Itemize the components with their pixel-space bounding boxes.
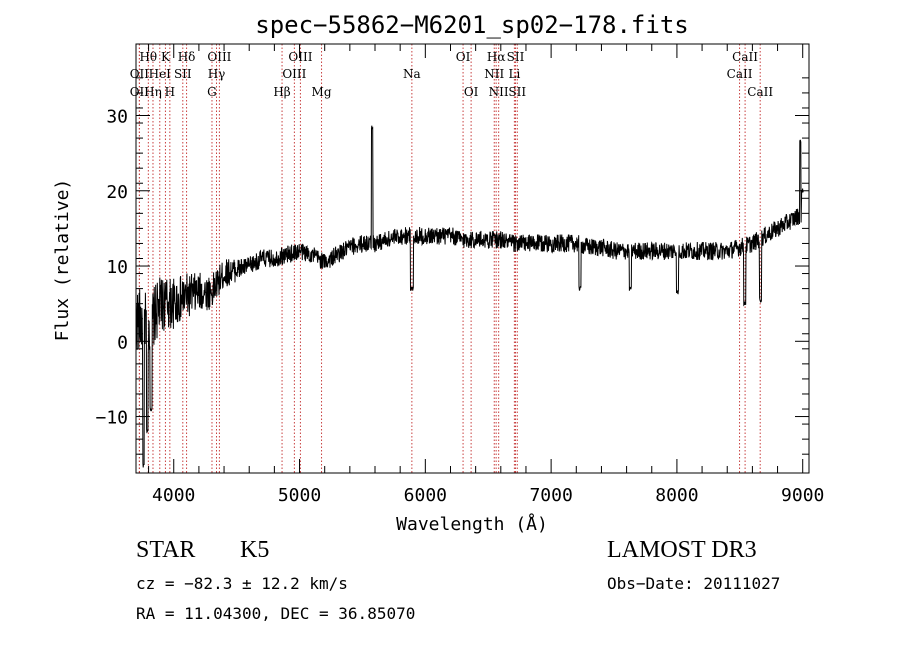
y-axis-label: Flux (relative) bbox=[52, 179, 73, 342]
line-label: Hθ bbox=[139, 50, 157, 64]
y-tick-label: 30 bbox=[106, 107, 128, 128]
line-label: HeI bbox=[149, 67, 172, 81]
x-tick-label: 8000 bbox=[655, 485, 698, 506]
line-label: K bbox=[161, 50, 171, 64]
coordinates: RA = 11.04300, DEC = 36.85070 bbox=[136, 604, 416, 623]
line-label: Hβ bbox=[273, 85, 290, 99]
y-tick-label: 20 bbox=[106, 182, 128, 203]
x-tick-label: 4000 bbox=[152, 485, 195, 506]
x-tick-label: 7000 bbox=[529, 485, 572, 506]
observation-date: Obs−Date: 20111027 bbox=[607, 574, 781, 593]
line-label: Na bbox=[403, 67, 421, 81]
line-label: NII bbox=[489, 85, 509, 99]
line-label: CaII bbox=[747, 85, 773, 99]
x-axis-ticks: 4000 5000 6000 7000 8000 9000 bbox=[148, 44, 824, 506]
line-label: Hα bbox=[487, 50, 506, 64]
line-label: Hη bbox=[144, 85, 162, 99]
line-label: OIII bbox=[282, 67, 306, 81]
spectral-line-labels: Hθ OII OII K HeI Hη SII H Hδ OIII Hγ G OIII OIII Hβ Mg N… bbox=[130, 50, 774, 99]
line-label: Hγ bbox=[208, 67, 226, 81]
spectral-line-markers bbox=[138, 44, 761, 473]
x-tick-label: 6000 bbox=[404, 485, 447, 506]
line-label: SII bbox=[174, 67, 192, 81]
x-tick-label: 5000 bbox=[278, 485, 321, 506]
line-label: SII bbox=[507, 50, 525, 64]
line-label: OIII bbox=[207, 50, 231, 64]
y-tick-label: −10 bbox=[95, 408, 128, 429]
line-label: OII bbox=[130, 85, 150, 99]
line-label: H bbox=[165, 85, 175, 99]
x-tick-label: 9000 bbox=[781, 485, 824, 506]
spectrum-line bbox=[135, 125, 804, 468]
spectrum-chart: spec−55862−M6201_sp02−178.fits Hθ OII OII K… bbox=[52, 11, 824, 535]
y-tick-label: 0 bbox=[117, 332, 128, 353]
line-label: Hδ bbox=[178, 50, 196, 64]
y-axis-ticks: −10 0 10 20 30 bbox=[95, 77, 809, 455]
line-label: OIII bbox=[288, 50, 312, 64]
line-label: G bbox=[207, 85, 217, 99]
line-label: OI bbox=[464, 85, 479, 99]
line-label: NII bbox=[484, 67, 504, 81]
line-label: CaII bbox=[727, 67, 753, 81]
line-label: Li bbox=[508, 67, 520, 81]
object-class: STAR bbox=[136, 537, 196, 563]
redshift-velocity: cz = −82.3 ± 12.2 km/s bbox=[136, 574, 348, 593]
line-label: OI bbox=[456, 50, 471, 64]
object-subclass: K5 bbox=[240, 537, 270, 563]
line-label: SII bbox=[508, 85, 526, 99]
chart-title: spec−55862−M6201_sp02−178.fits bbox=[255, 11, 688, 39]
x-axis-label: Wavelength (Å) bbox=[396, 513, 548, 535]
line-label: OII bbox=[130, 67, 150, 81]
line-label: Mg bbox=[312, 85, 332, 99]
survey-name: LAMOST DR3 bbox=[607, 537, 757, 563]
y-tick-label: 10 bbox=[106, 257, 128, 278]
line-label: CaII bbox=[732, 50, 758, 64]
